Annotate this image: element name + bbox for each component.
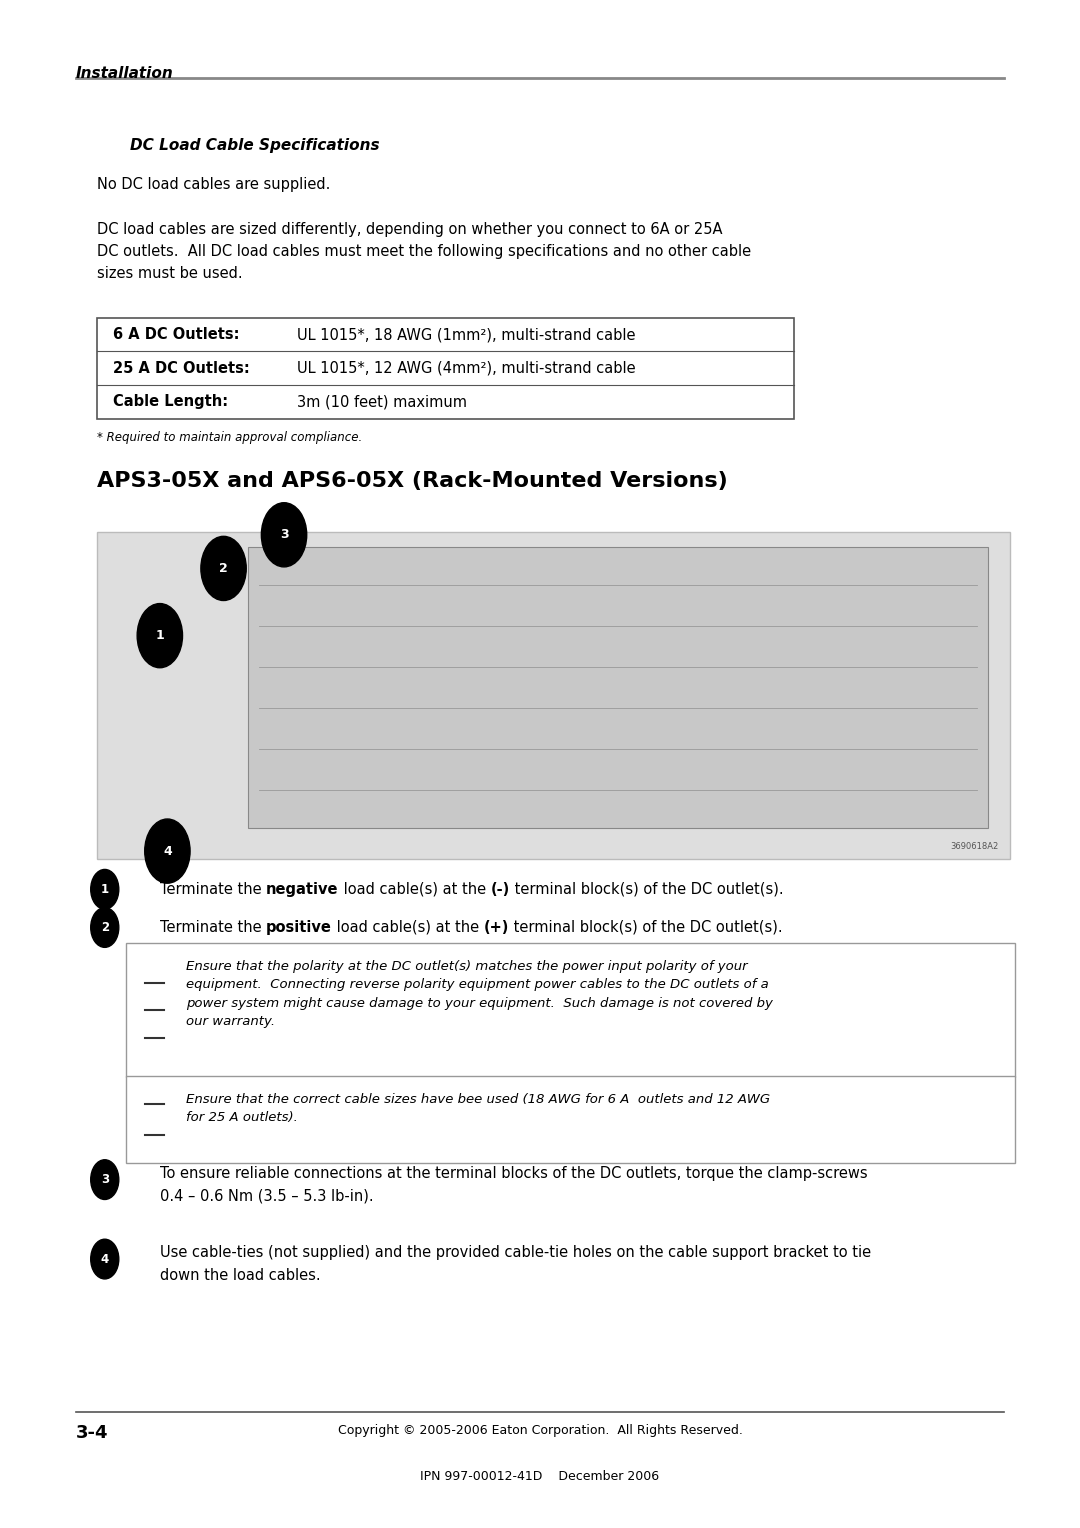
Circle shape [91,908,119,947]
Text: APS3-05X and APS6-05X (Rack-Mounted Versions): APS3-05X and APS6-05X (Rack-Mounted Vers… [97,471,728,490]
Text: 3-4: 3-4 [76,1424,108,1442]
Text: 3690618A2: 3690618A2 [950,842,999,851]
Circle shape [261,503,307,567]
Text: Ensure that the polarity at the DC outlet(s) matches the power input polarity of: Ensure that the polarity at the DC outle… [186,960,772,1028]
Text: 2: 2 [100,921,109,934]
Circle shape [91,1239,119,1279]
Text: 4: 4 [100,1253,109,1265]
FancyBboxPatch shape [248,547,988,828]
Text: load cable(s) at the: load cable(s) at the [332,920,484,935]
Text: positive: positive [266,920,332,935]
Text: Use cable-ties (not supplied) and the provided cable-tie holes on the cable supp: Use cable-ties (not supplied) and the pr… [160,1245,870,1282]
Text: 3m (10 feet) maximum: 3m (10 feet) maximum [297,394,467,410]
Circle shape [91,1160,119,1199]
Text: Ensure that the correct cable sizes have bee used (18 AWG for 6 A  outlets and 1: Ensure that the correct cable sizes have… [186,1093,770,1125]
Text: 3: 3 [280,529,288,541]
Text: UL 1015*, 12 AWG (4mm²), multi-strand cable: UL 1015*, 12 AWG (4mm²), multi-strand ca… [297,361,636,376]
Text: negative: negative [266,882,339,897]
Text: 6 A DC Outlets:: 6 A DC Outlets: [113,327,240,342]
Text: Terminate the: Terminate the [160,920,266,935]
Circle shape [91,869,119,909]
Text: Cable Length:: Cable Length: [113,394,229,410]
Circle shape [145,819,190,883]
FancyBboxPatch shape [97,318,794,419]
Text: Installation: Installation [76,66,174,81]
FancyBboxPatch shape [97,532,1010,859]
Text: load cable(s) at the: load cable(s) at the [339,882,490,897]
Text: 4: 4 [163,845,172,857]
Text: UL 1015*, 18 AWG (1mm²), multi-strand cable: UL 1015*, 18 AWG (1mm²), multi-strand ca… [297,327,635,342]
Text: 25 A DC Outlets:: 25 A DC Outlets: [113,361,251,376]
Text: No DC load cables are supplied.: No DC load cables are supplied. [97,177,330,193]
Text: Copyright © 2005-2006 Eaton Corporation.  All Rights Reserved.: Copyright © 2005-2006 Eaton Corporation.… [338,1424,742,1438]
Text: 3: 3 [100,1174,109,1186]
Circle shape [137,604,183,668]
Text: DC load cables are sized differently, depending on whether you connect to 6A or : DC load cables are sized differently, de… [97,222,752,281]
Text: 1: 1 [156,630,164,642]
FancyBboxPatch shape [126,943,1015,1077]
Circle shape [201,536,246,601]
FancyBboxPatch shape [126,1076,1015,1163]
Text: terminal block(s) of the DC outlet(s).: terminal block(s) of the DC outlet(s). [510,882,783,897]
Text: (-): (-) [490,882,510,897]
Text: To ensure reliable connections at the terminal blocks of the DC outlets, torque : To ensure reliable connections at the te… [160,1166,867,1203]
Text: 1: 1 [100,883,109,895]
Text: terminal block(s) of the DC outlet(s).: terminal block(s) of the DC outlet(s). [509,920,783,935]
Text: DC Load Cable Specifications: DC Load Cable Specifications [130,138,379,153]
Text: IPN 997-00012-41D    December 2006: IPN 997-00012-41D December 2006 [420,1470,660,1484]
Text: Terminate the: Terminate the [160,882,266,897]
Text: (+): (+) [484,920,509,935]
Text: 2: 2 [219,562,228,575]
Text: * Required to maintain approval compliance.: * Required to maintain approval complian… [97,431,363,445]
